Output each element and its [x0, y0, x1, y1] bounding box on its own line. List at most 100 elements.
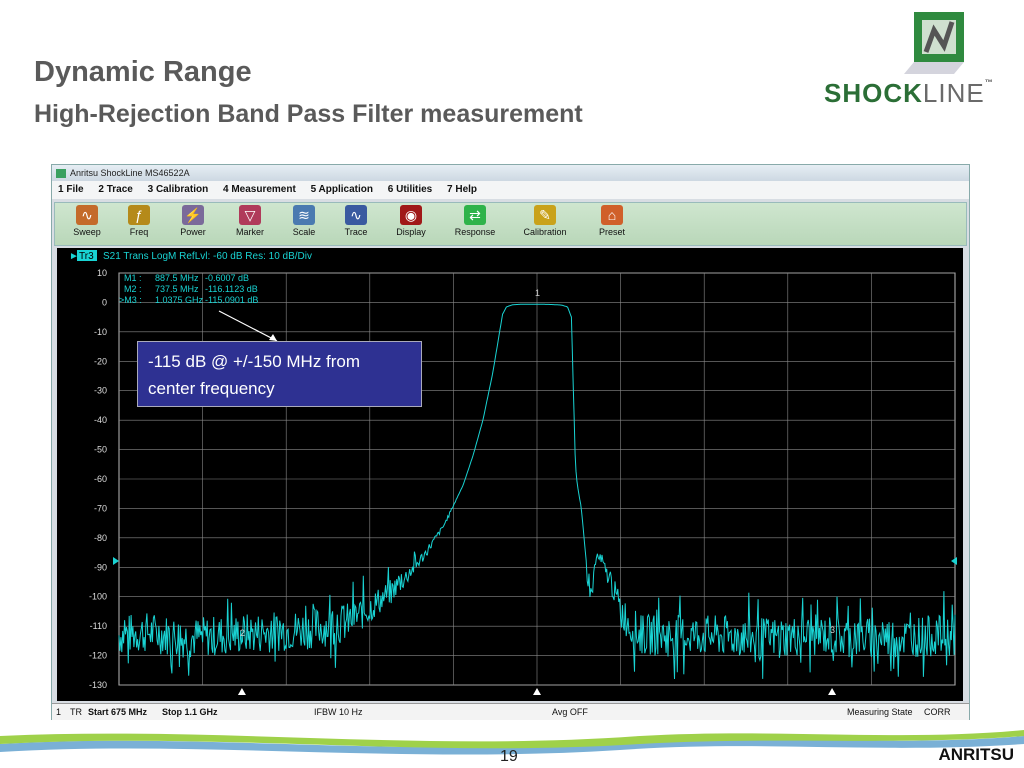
annotation-line-1: -115 dB @ +/-150 MHz from: [148, 352, 361, 371]
app-icon: [56, 169, 66, 179]
annotation-pointer: [218, 310, 278, 342]
status-stop[interactable]: Stop 1.1 GHz: [162, 707, 218, 717]
preset-icon: ⌂: [601, 205, 623, 225]
annotation-arrowhead-icon: [269, 334, 277, 341]
marker-1-label: M1 :: [124, 273, 142, 283]
marker-3-value: -115.0901 dB: [205, 295, 258, 305]
toolbar-preset-button[interactable]: ⌂ Preset: [582, 205, 642, 237]
y-tick-label: -100: [89, 592, 107, 602]
y-tick-label: -40: [94, 415, 107, 425]
y-tick-label: -20: [94, 356, 107, 366]
y-tick-label: -80: [94, 533, 107, 543]
app-titlebar: Anritsu ShockLine MS46522A: [52, 165, 969, 181]
marker-3-triangle-icon: [828, 688, 837, 695]
status-avg[interactable]: Avg OFF: [552, 707, 588, 717]
footer-wave: [0, 730, 1024, 755]
response-icon: ⇄: [464, 205, 486, 225]
toolbar-label: Response: [454, 227, 496, 237]
sweep-icon: ∿: [76, 205, 98, 225]
status-start[interactable]: Start 675 MHz: [88, 707, 148, 717]
toolbar-label: Scale: [292, 227, 316, 237]
status-channel[interactable]: 1: [56, 707, 62, 717]
scale-icon: ≋: [293, 205, 315, 225]
y-tick-label: 10: [97, 268, 107, 278]
y-tick-label: -50: [94, 445, 107, 455]
vna-app-window: Anritsu ShockLine MS46522A 1 File 2 Trac…: [51, 164, 970, 720]
toolbar-label: Trace: [344, 227, 368, 237]
shockline-logo: SHOCKLINE™: [824, 8, 1024, 108]
display-icon: ◉: [400, 205, 422, 225]
status-ifbw[interactable]: IFBW 10 Hz: [314, 707, 363, 717]
marker-1-flag: 1: [535, 288, 540, 298]
toolbar-scale-button[interactable]: ≋ Scale: [274, 205, 334, 237]
calibration-icon: ✎: [534, 205, 556, 225]
annotation-line-2: center frequency: [148, 379, 275, 398]
marker-3-freq: 1.0375 GHz: [155, 295, 204, 305]
toolbar-sweep-button[interactable]: ∿ Sweep: [57, 205, 117, 237]
brand-name: ANRITSU: [938, 745, 1014, 764]
trace-header: S21 Trans LogM RefLvl: -60 dB Res: 10 dB…: [103, 251, 312, 262]
trace-icon: ∿: [345, 205, 367, 225]
ref-level-right-icon: [951, 557, 957, 565]
status-bar: 1 TR Start 675 MHz Stop 1.1 GHz IFBW 10 …: [52, 703, 969, 720]
slide-title: Dynamic Range: [34, 56, 252, 88]
marker-2-value: -116.1123 dB: [205, 284, 258, 294]
toolbar-display-button[interactable]: ◉ Display: [381, 205, 441, 237]
y-tick-label: -110: [90, 621, 107, 631]
toolbar: ∿ Sweep ƒ Freq ⚡ Power ▽ Marker ≋ Scale ∿ Trac…: [54, 202, 967, 246]
menu-help[interactable]: 7 Help: [447, 184, 478, 195]
trace-tag[interactable]: Tr3: [79, 251, 94, 262]
app-window-title: Anritsu ShockLine MS46522A: [70, 168, 190, 178]
toolbar-label: Display: [396, 227, 426, 237]
toolbar-power-button[interactable]: ⚡ Power: [163, 205, 223, 237]
status-state: Measuring State: [847, 707, 913, 717]
toolbar-freq-button[interactable]: ƒ Freq: [109, 205, 169, 237]
marker-2-triangle-icon: [237, 688, 246, 695]
y-tick-label: -120: [89, 651, 107, 661]
toolbar-calibration-button[interactable]: ✎ Calibration: [515, 205, 575, 237]
annotation-box: -115 dB @ +/-150 MHz from center frequen…: [137, 341, 422, 407]
y-tick-label: -30: [94, 386, 107, 396]
active-trace-arrow-icon: ►: [69, 251, 79, 262]
toolbar-label: Sweep: [73, 227, 101, 237]
menu-trace[interactable]: 2 Trace: [98, 184, 133, 195]
menu-bar: 1 File 2 Trace 3 Calibration 4 Measureme…: [52, 181, 969, 199]
status-tr[interactable]: TR: [70, 707, 82, 717]
menu-measurement[interactable]: 4 Measurement: [222, 184, 296, 195]
toolbar-label: Marker: [235, 227, 264, 237]
toolbar-response-button[interactable]: ⇄ Response: [445, 205, 505, 237]
power-icon: ⚡: [182, 205, 204, 225]
chart-svg: 10 0 -10 -20 -30 -40 -50 -60 -70 -80 -90 -100 -110 -1…: [69, 250, 957, 695]
toolbar-label: Power: [180, 227, 206, 237]
marker-3-flag: 3: [830, 625, 835, 635]
s21-trace: [118, 303, 956, 680]
menu-file[interactable]: 1 File: [58, 184, 84, 195]
logo-tm: ™: [984, 78, 994, 87]
marker-1-triangle-icon: [533, 688, 541, 695]
logo-text-bold: SHOCK: [824, 78, 923, 108]
plot-area[interactable]: 10 0 -10 -20 -30 -40 -50 -60 -70 -80 -90 -100 -110 -1…: [57, 248, 963, 701]
slide-subtitle: High-Rejection Band Pass Filter measurem…: [34, 100, 583, 128]
y-tick-label: -90: [94, 562, 107, 572]
y-tick-label: -60: [94, 474, 107, 484]
page-number: 19: [500, 748, 518, 765]
y-tick-label: -70: [94, 503, 107, 513]
marker-1-value: -0.6007 dB: [205, 273, 249, 283]
ref-level-left-icon: [113, 557, 119, 565]
menu-calibration[interactable]: 3 Calibration: [147, 184, 209, 195]
toolbar-label: Calibration: [523, 227, 567, 237]
menu-utilities[interactable]: 6 Utilities: [387, 184, 433, 195]
logo-text-thin: LINE: [922, 78, 985, 108]
trace-tag-bg: [77, 250, 97, 261]
marker-2-flag: 2: [240, 628, 245, 638]
toolbar-trace-button[interactable]: ∿ Trace: [326, 205, 386, 237]
menu-application[interactable]: 5 Application: [310, 184, 373, 195]
marker-1-freq: 887.5 MHz: [155, 273, 199, 283]
status-corr[interactable]: CORR: [924, 707, 951, 717]
toolbar-marker-button[interactable]: ▽ Marker: [220, 205, 280, 237]
marker-icon: ▽: [239, 205, 261, 225]
y-tick-label: 0: [102, 297, 107, 307]
freq-icon: ƒ: [128, 205, 150, 225]
logo-mark-icon: [904, 12, 964, 74]
marker-2-label: M2 :: [124, 284, 142, 294]
